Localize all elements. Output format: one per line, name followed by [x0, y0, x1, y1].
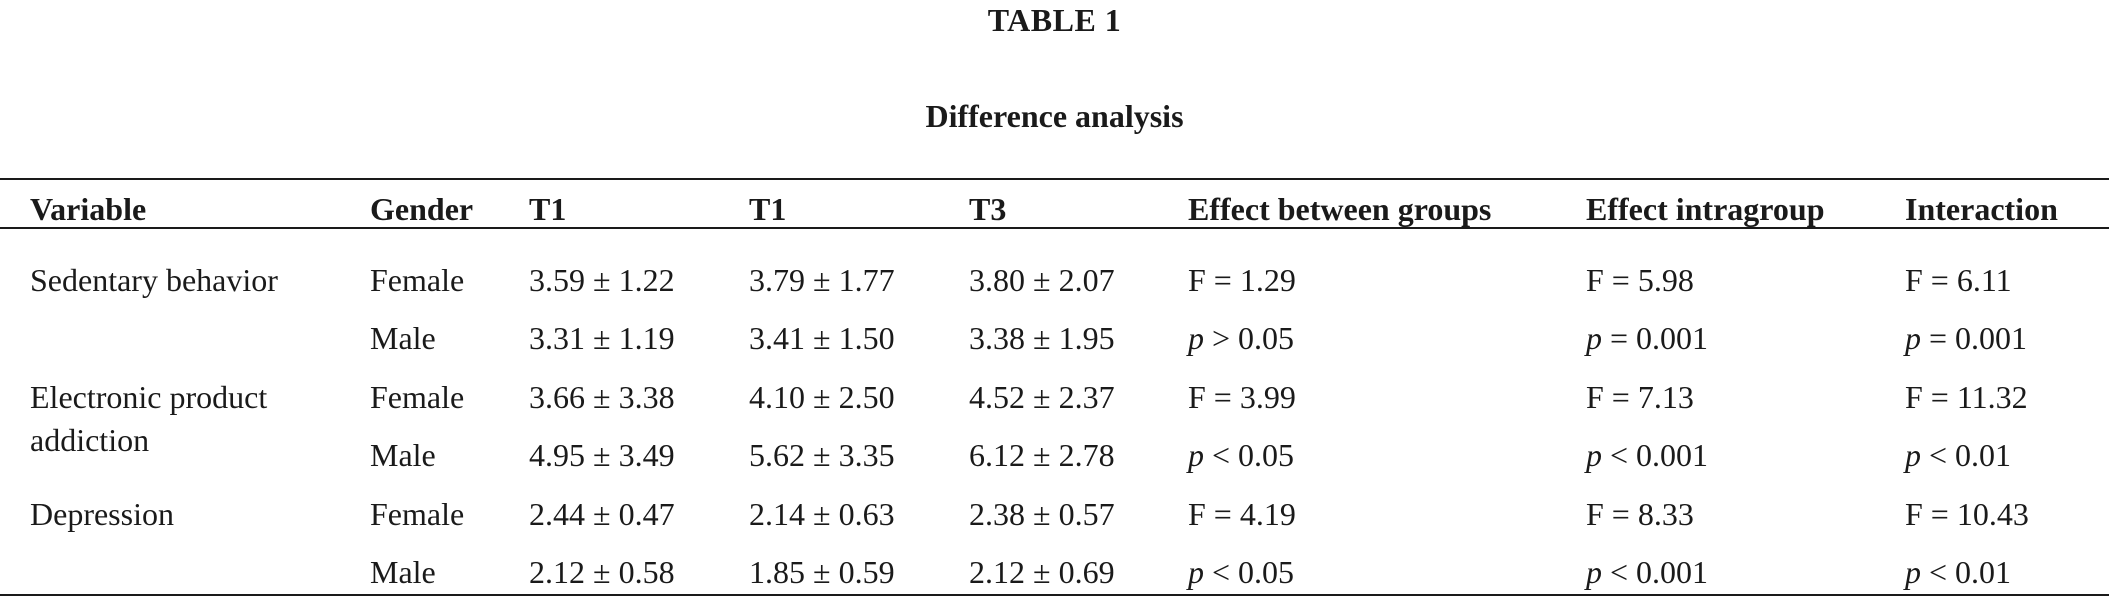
- t2-cell: 1.85 ± 0.59: [749, 554, 895, 590]
- p-value: < 0.01: [1929, 554, 2012, 590]
- header-t2: T1: [749, 191, 787, 227]
- p-symbol: p: [1586, 320, 1602, 356]
- header-interaction: Interaction: [1905, 191, 2058, 227]
- p-symbol: p: [1188, 437, 1204, 473]
- interaction-cell: F = 6.11: [1905, 262, 2012, 298]
- gender-cell: Female: [370, 262, 465, 298]
- p-value: > 0.05: [1212, 320, 1295, 356]
- t1-cell: 4.95 ± 3.49: [529, 437, 675, 473]
- header-effect-between-groups: Effect between groups: [1188, 191, 1492, 227]
- gender-cell: Female: [370, 496, 465, 532]
- gender-cell: Female: [370, 379, 465, 415]
- header-t1: T1: [529, 191, 567, 227]
- intra-cell: p = 0.001: [1586, 320, 1708, 356]
- between-cell: p < 0.05: [1188, 437, 1294, 473]
- t3-cell: 3.38 ± 1.95: [969, 320, 1115, 356]
- between-cell: F = 4.19: [1188, 496, 1296, 532]
- between-cell: p > 0.05: [1188, 320, 1294, 356]
- p-symbol: p: [1586, 554, 1602, 590]
- p-symbol: p: [1586, 437, 1602, 473]
- p-value: < 0.001: [1610, 437, 1709, 473]
- p-symbol: p: [1905, 437, 1921, 473]
- interaction-cell: F = 10.43: [1905, 496, 2029, 532]
- variable-label-continuation: addiction: [30, 422, 150, 458]
- variable-label: Depression: [30, 496, 174, 532]
- between-cell: F = 1.29: [1188, 262, 1296, 298]
- t3-cell: 4.52 ± 2.37: [969, 379, 1115, 415]
- t3-cell: 3.80 ± 2.07: [969, 262, 1115, 298]
- table-header-rule: [0, 227, 2109, 229]
- t3-cell: 2.12 ± 0.69: [969, 554, 1115, 590]
- t3-cell: 2.38 ± 0.57: [969, 496, 1115, 532]
- p-value: = 0.001: [1929, 320, 2028, 356]
- between-cell: F = 3.99: [1188, 379, 1296, 415]
- p-value: = 0.001: [1610, 320, 1709, 356]
- variable-label: Sedentary behavior: [30, 262, 278, 298]
- intra-cell: F = 8.33: [1586, 496, 1694, 532]
- table-label: TABLE 1: [987, 2, 1122, 38]
- between-cell: p < 0.05: [1188, 554, 1294, 590]
- header-effect-intragroup: Effect intragroup: [1586, 191, 1825, 227]
- intra-cell: F = 7.13: [1586, 379, 1694, 415]
- interaction-cell: p < 0.01: [1905, 554, 2011, 590]
- header-variable: Variable: [30, 191, 147, 227]
- t1-cell: 3.59 ± 1.22: [529, 262, 675, 298]
- p-value: < 0.01: [1929, 437, 2012, 473]
- intra-cell: F = 5.98: [1586, 262, 1694, 298]
- header-gender: Gender: [370, 191, 474, 227]
- p-symbol: p: [1905, 320, 1921, 356]
- p-value: < 0.05: [1212, 437, 1295, 473]
- interaction-cell: F = 11.32: [1905, 379, 2028, 415]
- t2-cell: 5.62 ± 3.35: [749, 437, 895, 473]
- header-t3: T3: [969, 191, 1007, 227]
- interaction-cell: p = 0.001: [1905, 320, 2027, 356]
- t1-cell: 3.66 ± 3.38: [529, 379, 675, 415]
- p-symbol: p: [1188, 554, 1204, 590]
- interaction-cell: p < 0.01: [1905, 437, 2011, 473]
- table-top-rule: [0, 178, 2109, 180]
- p-symbol: p: [1188, 320, 1204, 356]
- p-symbol: p: [1905, 554, 1921, 590]
- t3-cell: 6.12 ± 2.78: [969, 437, 1115, 473]
- gender-cell: Male: [370, 437, 436, 473]
- intra-cell: p < 0.001: [1586, 437, 1708, 473]
- table-bottom-rule: [0, 594, 2109, 596]
- t1-cell: 2.12 ± 0.58: [529, 554, 675, 590]
- t2-cell: 4.10 ± 2.50: [749, 379, 895, 415]
- t2-cell: 3.41 ± 1.50: [749, 320, 895, 356]
- t1-cell: 2.44 ± 0.47: [529, 496, 675, 532]
- intra-cell: p < 0.001: [1586, 554, 1708, 590]
- t2-cell: 2.14 ± 0.63: [749, 496, 895, 532]
- table-title: Difference analysis: [925, 98, 1184, 134]
- p-value: < 0.001: [1610, 554, 1709, 590]
- gender-cell: Male: [370, 554, 436, 590]
- gender-cell: Male: [370, 320, 436, 356]
- t2-cell: 3.79 ± 1.77: [749, 262, 895, 298]
- p-value: < 0.05: [1212, 554, 1295, 590]
- variable-label: Electronic product: [30, 379, 268, 415]
- t1-cell: 3.31 ± 1.19: [529, 320, 675, 356]
